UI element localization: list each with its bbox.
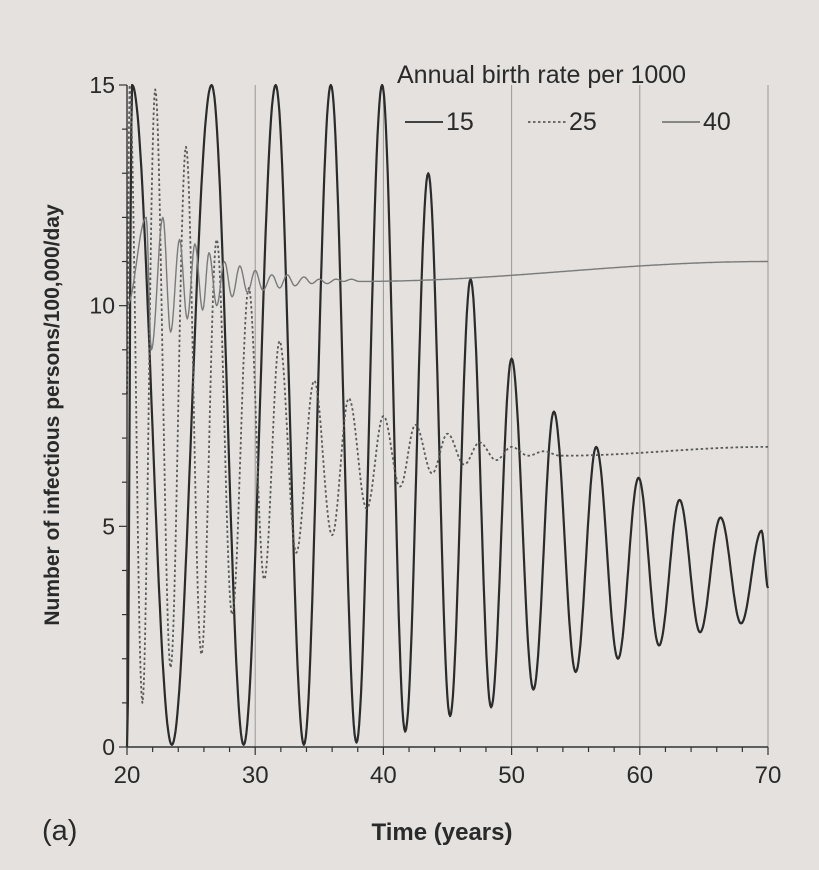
x-tick-label: 60 [626,762,653,789]
series-line-40 [126,216,768,351]
series-line-25 [126,84,768,704]
x-axis-label: Time (years) [372,819,513,846]
x-tick-label: 70 [755,762,782,789]
x-tick-label: 50 [498,762,525,789]
legend: Annual birth rate per 1000 15 25 40 [397,61,731,136]
x-tick-label: 30 [242,762,269,789]
series-line-15 [125,83,770,748]
y-tick-label: 10 [89,293,115,319]
y-tick-label: 5 [102,513,115,539]
legend-label-15: 15 [446,108,474,136]
grid [254,85,769,747]
x-tick-label: 40 [370,762,397,789]
series-layer [125,83,770,748]
axes: 20 30 40 50 60 70 0 5 10 15 [89,72,781,789]
y-tick-label: 15 [89,72,115,98]
legend-title: Annual birth rate per 1000 [397,61,686,89]
legend-label-25: 25 [569,108,597,136]
y-axis-label: Number of infectious persons/100,000/day [41,204,64,626]
legend-label-40: 40 [703,108,731,136]
y-tick-label: 0 [102,734,115,760]
x-tick-label: 20 [114,762,141,789]
panel-label: (a) [42,815,77,847]
